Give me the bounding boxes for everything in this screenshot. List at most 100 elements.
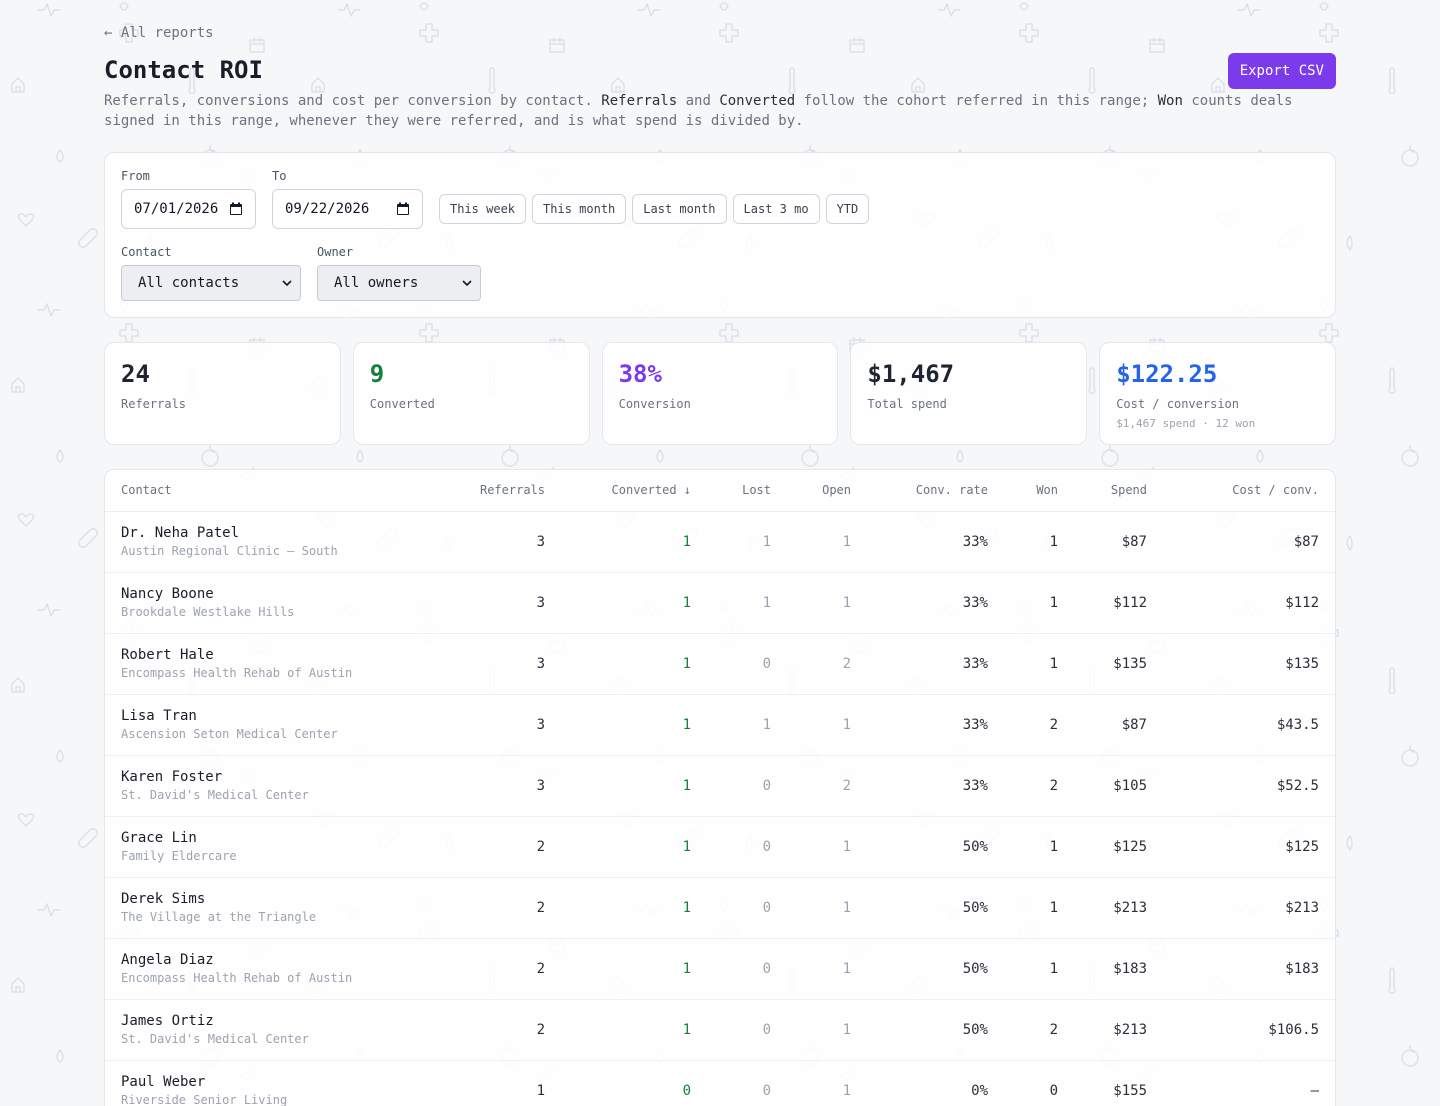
cell-open: 1 — [787, 1060, 867, 1106]
chevron-down-icon — [282, 280, 292, 286]
table-row[interactable]: Dr. Neha Patel Austin Regional Clinic – S… — [105, 511, 1335, 573]
owner-select[interactable]: All owners — [317, 265, 481, 301]
description-text: Referrals, conversions and cost per conv… — [104, 93, 602, 109]
cell-referrals: 2 — [446, 877, 561, 939]
table-row[interactable]: Angela Diaz Encompass Health Rehab of Aus… — [105, 938, 1335, 1000]
from-date-input[interactable]: 07/01/2026 — [121, 189, 256, 229]
table-row[interactable]: Robert Hale Encompass Health Rehab of Aus… — [105, 633, 1335, 695]
contact-organization: Riverside Senior Living — [121, 1093, 288, 1106]
export-csv-button[interactable]: Export CSV — [1227, 53, 1336, 89]
cell-won: 2 — [1004, 999, 1074, 1061]
preset-last-month-button[interactable]: Last month — [632, 194, 727, 224]
cell-referrals: 3 — [446, 511, 561, 573]
cell-contact: Grace Lin Family Eldercare — [105, 816, 446, 878]
stat-card-conversion: 38% Conversion — [601, 342, 839, 445]
stat-value: $122.25 — [1116, 360, 1218, 388]
contact-name[interactable]: Derek Sims — [121, 891, 206, 907]
column-header-open[interactable]: Open — [787, 470, 867, 512]
description-text: and — [677, 93, 720, 109]
back-to-reports-link[interactable]: ← All reports — [104, 25, 214, 41]
filters-panel: From 07/01/2026 To 09/22/2026 This week … — [104, 152, 1336, 318]
cell-conv-rate: 33% — [867, 755, 1004, 817]
column-header-converted[interactable]: Converted ↓ — [561, 470, 707, 512]
cell-open: 2 — [787, 633, 867, 695]
contact-name[interactable]: Robert Hale — [121, 647, 214, 663]
calendar-icon[interactable] — [396, 202, 410, 216]
contact-name[interactable]: Grace Lin — [121, 830, 197, 846]
cell-contact: Robert Hale Encompass Health Rehab of Aus… — [105, 633, 446, 695]
cell-won: 2 — [1004, 694, 1074, 756]
description-term-converted: Converted — [719, 93, 796, 109]
contact-name[interactable]: Karen Foster — [121, 769, 223, 785]
contact-organization: St. David's Medical Center — [121, 788, 309, 802]
column-header-won[interactable]: Won — [1004, 470, 1074, 512]
cell-referrals: 3 — [446, 633, 561, 695]
cell-open: 2 — [787, 755, 867, 817]
table-row[interactable]: Lisa Tran Ascension Seton Medical Center 3… — [105, 694, 1335, 756]
contact-name[interactable]: Paul Weber — [121, 1074, 206, 1090]
cell-contact: James Ortiz St. David's Medical Center — [105, 999, 446, 1061]
cell-open: 1 — [787, 816, 867, 878]
cell-spend: $87 — [1074, 511, 1163, 573]
table-row[interactable]: Grace Lin Family Eldercare 2 1 0 1 50% 1 $125 $12… — [105, 816, 1335, 878]
stat-card-cost-per-conversion: $122.25 Cost / conversion $1,467 spend ·… — [1099, 342, 1336, 445]
cell-conv-rate: 33% — [867, 694, 1004, 756]
column-header-spend[interactable]: Spend — [1074, 470, 1163, 512]
to-date-input[interactable]: 09/22/2026 — [272, 189, 423, 229]
contact-organization: Encompass Health Rehab of Austin — [121, 971, 353, 985]
preset-ytd-button[interactable]: YTD — [825, 194, 870, 224]
stat-card-converted: 9 Converted — [352, 342, 590, 445]
cell-converted: 1 — [561, 511, 707, 573]
cell-open: 1 — [787, 694, 867, 756]
calendar-icon[interactable] — [229, 202, 243, 216]
cell-referrals: 2 — [446, 816, 561, 878]
table-row[interactable]: Derek Sims The Village at the Triangle 2 1 0… — [105, 877, 1335, 939]
cell-won: 2 — [1004, 755, 1074, 817]
cell-lost: 1 — [707, 511, 787, 573]
cell-converted: 1 — [561, 633, 707, 695]
table-row[interactable]: James Ortiz St. David's Medical Center 2 1 0… — [105, 999, 1335, 1061]
from-label: From — [121, 169, 150, 183]
contact-organization: Austin Regional Clinic – South — [121, 544, 338, 558]
preset-this-month-button[interactable]: This month — [532, 194, 627, 224]
table-row[interactable]: Paul Weber Riverside Senior Living 1 0 0 1 0% 0… — [105, 1060, 1335, 1106]
column-header-conv-rate[interactable]: Conv. rate — [867, 470, 1004, 512]
owner-field: Owner All owners — [317, 245, 481, 301]
preset-last-3-mo-button[interactable]: Last 3 mo — [732, 194, 820, 224]
contact-select[interactable]: All contacts — [121, 265, 301, 301]
column-header-cost-per-conv[interactable]: Cost / conv. — [1163, 470, 1335, 512]
column-header-lost[interactable]: Lost — [707, 470, 787, 512]
cell-cost-per-conv: $213 — [1163, 877, 1335, 939]
contact-name[interactable]: James Ortiz — [121, 1013, 214, 1029]
stat-label: Total spend — [867, 397, 947, 411]
cell-won: 0 — [1004, 1060, 1074, 1106]
cell-converted: 1 — [561, 694, 707, 756]
contact-name[interactable]: Angela Diaz — [121, 952, 214, 968]
cell-won: 1 — [1004, 877, 1074, 939]
cell-open: 1 — [787, 999, 867, 1061]
cell-spend: $213 — [1074, 877, 1163, 939]
contact-name[interactable]: Lisa Tran — [121, 708, 197, 724]
cell-open: 1 — [787, 877, 867, 939]
cell-conv-rate: 50% — [867, 938, 1004, 1000]
cell-referrals: 3 — [446, 694, 561, 756]
cell-spend: $125 — [1074, 816, 1163, 878]
date-presets: This week This month Last month Last 3 m… — [439, 194, 870, 224]
column-header-referrals[interactable]: Referrals — [446, 470, 561, 512]
cell-spend: $183 — [1074, 938, 1163, 1000]
contacts-table: Contact Referrals Converted ↓ Lost Open … — [104, 469, 1336, 1106]
stat-label: Converted — [369, 397, 435, 411]
table-row[interactable]: Karen Foster St. David's Medical Center 3 1… — [105, 755, 1335, 817]
cell-open: 1 — [787, 572, 867, 634]
cell-spend: $112 — [1074, 572, 1163, 634]
cell-cost-per-conv: $125 — [1163, 816, 1335, 878]
contact-organization: The Village at the Triangle — [121, 910, 317, 924]
contact-name[interactable]: Dr. Neha Patel — [121, 525, 240, 541]
table-row[interactable]: Nancy Boone Brookdale Westlake Hills 3 1 1 1 3… — [105, 572, 1335, 634]
cell-lost: 1 — [707, 694, 787, 756]
summary-stats: 24 Referrals 9 Converted 38% Conversion … — [104, 342, 1336, 445]
contact-name[interactable]: Nancy Boone — [121, 586, 214, 602]
preset-this-week-button[interactable]: This week — [439, 194, 527, 224]
cell-spend: $135 — [1074, 633, 1163, 695]
column-header-contact[interactable]: Contact — [105, 470, 446, 512]
